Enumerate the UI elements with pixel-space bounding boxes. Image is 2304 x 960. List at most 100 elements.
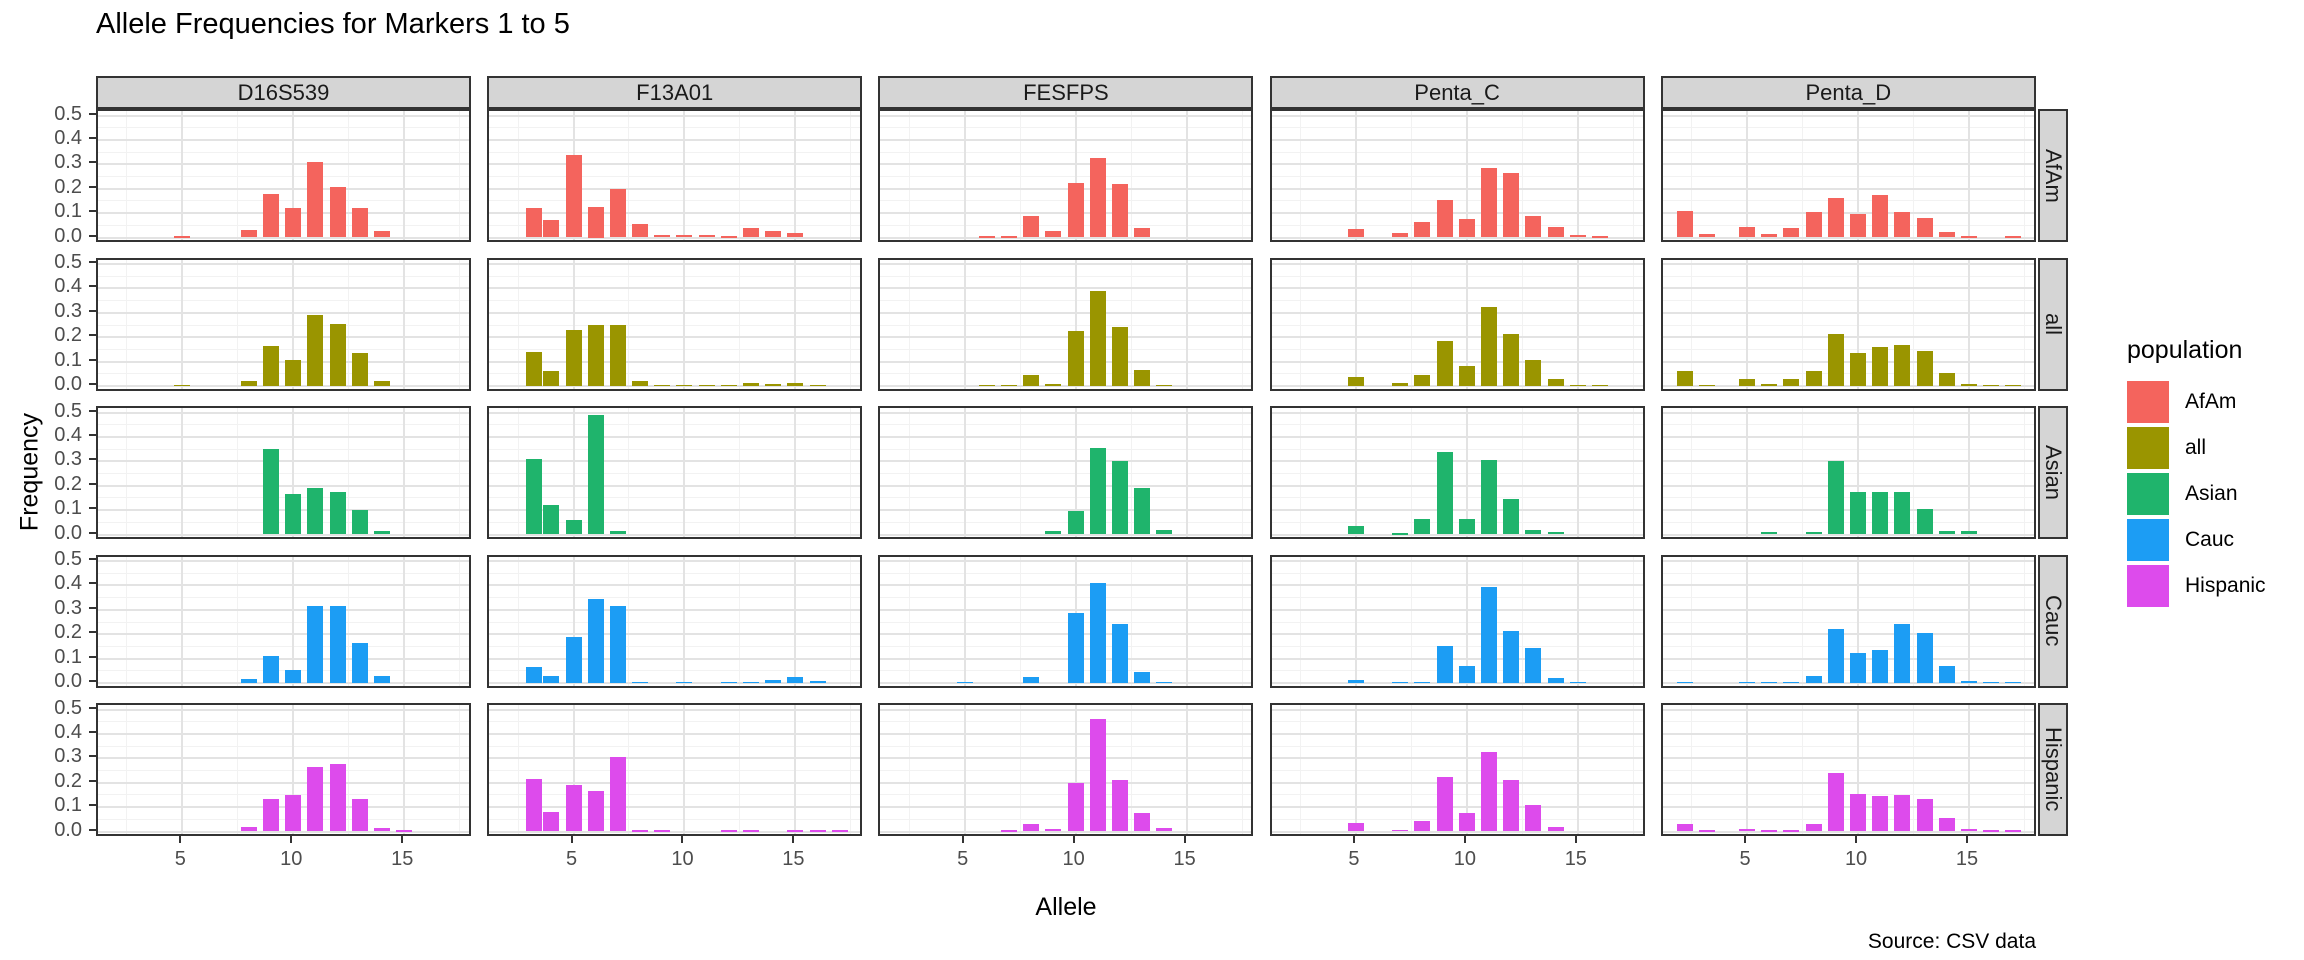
gridline-major xyxy=(880,435,1252,438)
gridline-major xyxy=(98,708,469,711)
gridline-major xyxy=(1354,705,1357,834)
gridline-minor xyxy=(850,259,852,389)
gridline-major xyxy=(1662,657,2034,660)
gridline-major xyxy=(1662,360,2034,363)
gridline-major xyxy=(1662,163,2034,166)
bar xyxy=(1805,211,1822,238)
gridline-major xyxy=(1662,806,2034,809)
gridline-minor xyxy=(459,408,461,537)
y-tick xyxy=(89,334,96,337)
gridline-major xyxy=(489,336,861,339)
gridline-minor xyxy=(459,705,461,834)
gridline-minor xyxy=(880,597,1252,599)
bar xyxy=(263,345,280,386)
bar xyxy=(1067,511,1084,535)
gridline-major xyxy=(1271,460,1643,463)
bar xyxy=(329,323,346,386)
bar xyxy=(285,208,302,238)
y-tick-label: 0.4 xyxy=(54,275,82,298)
gridline-minor xyxy=(880,721,1252,723)
gridline-minor xyxy=(880,300,1252,302)
gridline-major xyxy=(1746,111,1749,240)
gridline-major xyxy=(880,533,1252,536)
gridline-minor xyxy=(1271,745,1643,747)
gridline-major xyxy=(98,360,469,363)
gridline-major xyxy=(1185,556,1188,686)
y-tick-label: 0.4 xyxy=(54,720,82,743)
facet-panel xyxy=(96,109,471,242)
bar xyxy=(263,798,280,832)
bar xyxy=(1938,818,1955,832)
y-tick xyxy=(89,582,96,585)
gridline-minor xyxy=(1632,705,1634,834)
bar xyxy=(1938,665,1955,683)
y-tick-label: 0.1 xyxy=(54,794,82,817)
gridline-major xyxy=(98,633,469,636)
bar xyxy=(609,325,626,386)
bar xyxy=(543,811,560,832)
bar xyxy=(1916,217,1933,238)
bar xyxy=(1347,377,1364,386)
y-tick-label: 0.4 xyxy=(54,126,82,149)
gridline-major xyxy=(98,287,469,290)
gridline-minor xyxy=(880,818,1252,820)
bar xyxy=(743,830,760,832)
bar xyxy=(765,384,782,386)
gridline-major xyxy=(98,732,469,735)
gridline-minor xyxy=(628,259,630,389)
bar xyxy=(1089,719,1106,832)
gridline-major xyxy=(1271,781,1643,784)
gridline-minor xyxy=(1632,556,1634,686)
y-tick xyxy=(89,409,96,412)
gridline-major xyxy=(1662,830,2034,833)
gridline-minor xyxy=(1662,176,2034,177)
gridline-minor xyxy=(1130,705,1132,834)
gridline-minor xyxy=(1662,373,2034,375)
facet-panel xyxy=(487,406,863,539)
y-tick-label: 0.2 xyxy=(54,769,82,792)
gridline-minor xyxy=(880,373,1252,375)
bar xyxy=(587,414,604,535)
legend-label: Asian xyxy=(2185,482,2238,505)
gridline-major xyxy=(489,236,861,239)
bar xyxy=(543,371,560,386)
gridline-major xyxy=(1662,560,2034,562)
gridline-minor xyxy=(2023,556,2025,686)
bar xyxy=(1983,681,2000,683)
bar xyxy=(1525,804,1542,832)
bar xyxy=(1112,327,1129,386)
bar xyxy=(565,329,582,386)
bar xyxy=(1591,236,1608,238)
gridline-major xyxy=(1185,111,1188,240)
bar xyxy=(1761,681,1778,683)
gridline-major xyxy=(1662,212,2034,215)
bar xyxy=(1392,232,1409,238)
gridline-major xyxy=(880,114,1252,117)
gridline-minor xyxy=(850,705,852,834)
bar xyxy=(1156,384,1173,386)
y-tick xyxy=(89,261,96,263)
gridline-major xyxy=(1968,408,1970,537)
gridline-major xyxy=(489,657,861,660)
bar xyxy=(1961,828,1977,832)
gridline-major xyxy=(1857,111,1860,240)
gridline-minor xyxy=(739,111,741,240)
gridline-major xyxy=(1662,435,2034,438)
gridline-minor xyxy=(1521,705,1523,834)
bar xyxy=(1156,681,1173,683)
bar xyxy=(1525,360,1542,386)
gridline-major xyxy=(489,263,861,265)
gridline-minor xyxy=(489,424,861,426)
row-strip: all xyxy=(2037,257,2068,391)
bar xyxy=(285,669,302,683)
bar xyxy=(1436,776,1453,832)
gridline-minor xyxy=(1130,408,1132,537)
gridline-minor xyxy=(489,151,861,153)
bar xyxy=(240,679,257,683)
y-tick xyxy=(89,383,96,385)
gridline-major xyxy=(880,509,1252,512)
bar xyxy=(1436,451,1453,535)
bar xyxy=(1827,772,1844,832)
bar xyxy=(632,681,649,683)
gridline-minor xyxy=(1271,448,1643,450)
